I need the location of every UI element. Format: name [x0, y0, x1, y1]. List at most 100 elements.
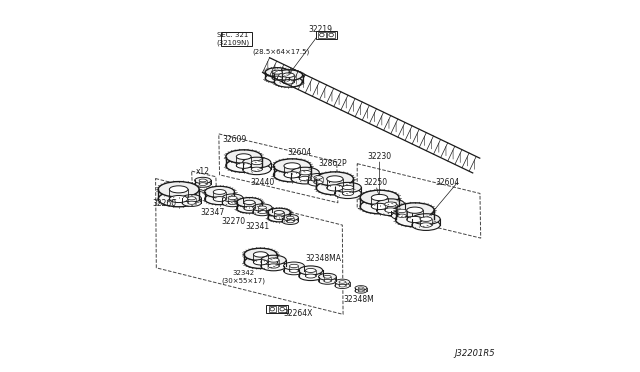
- Ellipse shape: [420, 217, 432, 221]
- Ellipse shape: [316, 181, 353, 195]
- Text: 32230: 32230: [367, 152, 392, 161]
- Polygon shape: [284, 266, 305, 271]
- Ellipse shape: [314, 180, 323, 184]
- Ellipse shape: [324, 279, 331, 282]
- Ellipse shape: [396, 212, 434, 227]
- Ellipse shape: [392, 212, 412, 220]
- Polygon shape: [205, 192, 234, 199]
- Ellipse shape: [244, 206, 255, 211]
- Text: 32270: 32270: [221, 217, 246, 226]
- Ellipse shape: [237, 198, 262, 207]
- Polygon shape: [273, 166, 310, 175]
- Ellipse shape: [299, 272, 323, 280]
- Ellipse shape: [213, 197, 226, 201]
- Ellipse shape: [282, 215, 298, 221]
- Ellipse shape: [236, 163, 251, 169]
- Ellipse shape: [308, 178, 328, 186]
- Ellipse shape: [268, 258, 279, 262]
- Polygon shape: [253, 208, 272, 212]
- Polygon shape: [282, 218, 298, 221]
- Polygon shape: [261, 260, 286, 266]
- Ellipse shape: [339, 281, 346, 283]
- Ellipse shape: [182, 199, 202, 206]
- Polygon shape: [243, 163, 271, 169]
- Ellipse shape: [316, 172, 353, 186]
- Polygon shape: [392, 211, 412, 216]
- Ellipse shape: [273, 168, 310, 182]
- Text: 32250: 32250: [364, 178, 388, 187]
- Ellipse shape: [272, 76, 282, 80]
- Ellipse shape: [195, 181, 211, 187]
- Ellipse shape: [287, 220, 294, 223]
- Ellipse shape: [299, 266, 323, 275]
- Ellipse shape: [237, 203, 262, 213]
- Ellipse shape: [406, 217, 423, 222]
- Ellipse shape: [412, 214, 440, 224]
- Ellipse shape: [282, 218, 298, 224]
- Ellipse shape: [284, 163, 300, 169]
- Ellipse shape: [289, 269, 298, 273]
- Text: 32342
(30×55×17): 32342 (30×55×17): [221, 270, 266, 284]
- Bar: [221, 32, 252, 46]
- Ellipse shape: [289, 264, 298, 268]
- Ellipse shape: [170, 195, 188, 202]
- Ellipse shape: [397, 214, 406, 218]
- Ellipse shape: [253, 208, 272, 216]
- Ellipse shape: [268, 264, 279, 268]
- Ellipse shape: [319, 278, 337, 284]
- Text: 32862P: 32862P: [319, 159, 348, 168]
- Ellipse shape: [420, 223, 432, 227]
- Polygon shape: [319, 277, 337, 281]
- Ellipse shape: [243, 157, 271, 168]
- Ellipse shape: [261, 261, 286, 271]
- Ellipse shape: [188, 201, 196, 204]
- Polygon shape: [195, 180, 211, 184]
- Ellipse shape: [335, 283, 350, 289]
- Ellipse shape: [222, 194, 243, 202]
- Ellipse shape: [406, 207, 423, 213]
- Text: J32201R5: J32201R5: [454, 349, 495, 358]
- Text: 32264X: 32264X: [284, 309, 313, 318]
- Ellipse shape: [305, 269, 316, 272]
- Ellipse shape: [397, 209, 406, 213]
- Ellipse shape: [205, 193, 234, 205]
- Ellipse shape: [371, 203, 388, 209]
- Ellipse shape: [358, 287, 364, 289]
- Ellipse shape: [284, 172, 300, 178]
- Ellipse shape: [195, 177, 211, 183]
- Ellipse shape: [228, 201, 237, 205]
- Polygon shape: [376, 204, 405, 210]
- Ellipse shape: [244, 256, 277, 269]
- Polygon shape: [308, 177, 328, 182]
- Polygon shape: [355, 288, 367, 291]
- Polygon shape: [266, 72, 289, 78]
- Ellipse shape: [182, 195, 202, 202]
- Ellipse shape: [282, 73, 294, 77]
- Text: 32348MA: 32348MA: [306, 254, 342, 263]
- Text: x12: x12: [196, 167, 210, 176]
- Text: 32347: 32347: [200, 208, 224, 217]
- Ellipse shape: [287, 216, 294, 219]
- Ellipse shape: [261, 255, 286, 265]
- Ellipse shape: [272, 70, 282, 74]
- Ellipse shape: [170, 186, 188, 193]
- Ellipse shape: [314, 176, 323, 179]
- Bar: [328, 32, 335, 38]
- Ellipse shape: [339, 285, 346, 287]
- Ellipse shape: [244, 200, 255, 205]
- Ellipse shape: [335, 188, 362, 199]
- Ellipse shape: [376, 199, 405, 209]
- Text: 32604: 32604: [435, 178, 460, 187]
- Ellipse shape: [268, 208, 291, 217]
- Ellipse shape: [355, 289, 367, 293]
- Bar: [269, 306, 276, 312]
- Ellipse shape: [243, 164, 271, 174]
- Polygon shape: [396, 210, 434, 219]
- Polygon shape: [237, 202, 262, 208]
- Ellipse shape: [308, 173, 328, 182]
- Ellipse shape: [188, 197, 196, 200]
- Polygon shape: [335, 282, 349, 286]
- Ellipse shape: [385, 208, 397, 212]
- Ellipse shape: [360, 199, 399, 214]
- Ellipse shape: [412, 220, 440, 230]
